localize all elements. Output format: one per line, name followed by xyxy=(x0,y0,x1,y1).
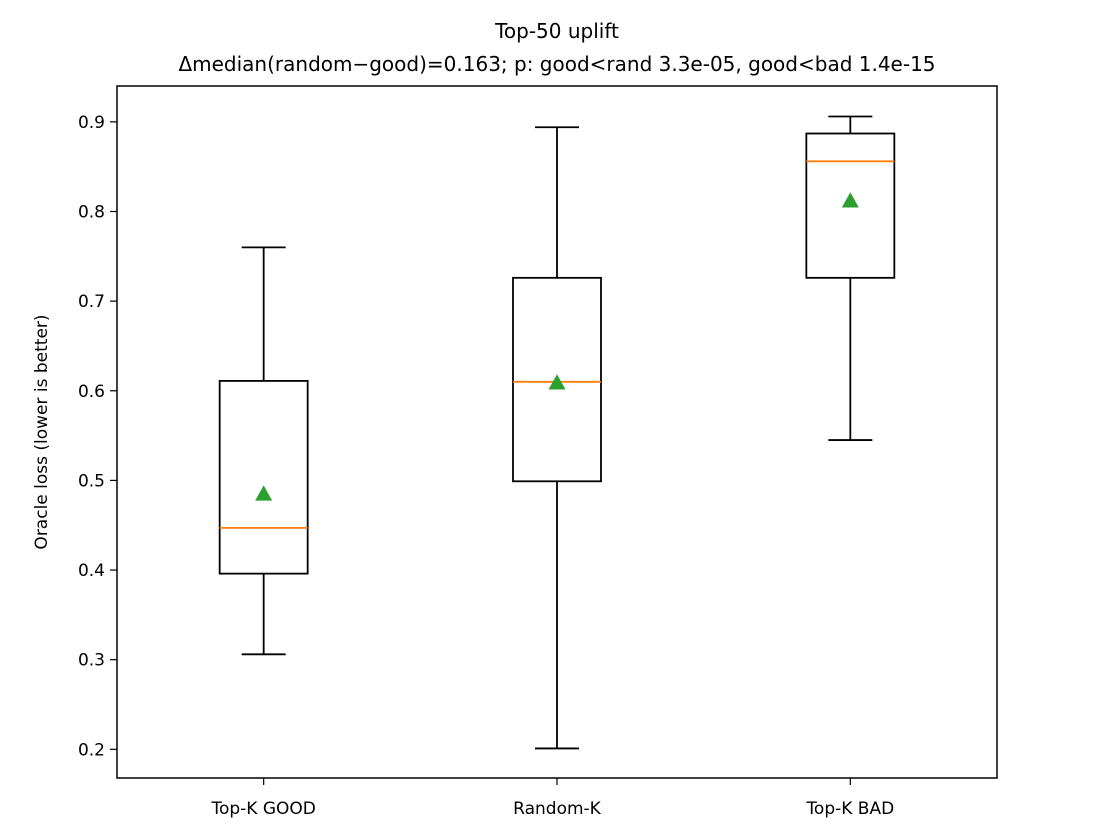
box-2 xyxy=(805,115,896,441)
y-tick-label: 0.3 xyxy=(78,651,105,671)
iqr-box xyxy=(512,276,602,483)
y-tick-label: 0.9 xyxy=(78,113,105,133)
plot-marks: 0.2 0.3 0.4 0.5 0.6 0.7 0.8 0.9 Top-K GOOD Random… xyxy=(78,113,896,819)
iqr-box xyxy=(805,132,896,279)
y-axis-label: Oracle loss (lower is better) xyxy=(32,314,52,549)
iqr-box xyxy=(218,380,309,575)
x-tick-label: Random-K xyxy=(513,799,602,819)
x-tick-label: Top-K GOOD xyxy=(210,799,315,819)
box-0 xyxy=(218,246,309,656)
y-tick-label: 0.5 xyxy=(78,471,105,491)
y-tick-label: 0.6 xyxy=(78,382,105,402)
y-tick-label: 0.8 xyxy=(78,202,105,222)
plot-frame xyxy=(116,85,998,779)
mean-marker xyxy=(841,192,859,208)
y-tick-label: 0.4 xyxy=(78,561,105,581)
y-tick-label: 0.2 xyxy=(78,740,105,760)
chart-subtitle: Δmedian(random−good)=0.163; p: good<rand… xyxy=(178,52,935,76)
mean-marker xyxy=(548,374,566,390)
y-tick-label: 0.7 xyxy=(78,292,105,312)
box-1 xyxy=(512,126,602,750)
x-tick-label: Top-K BAD xyxy=(805,799,894,819)
chart-title: Top-50 uplift xyxy=(494,19,619,43)
mean-marker xyxy=(255,485,273,501)
